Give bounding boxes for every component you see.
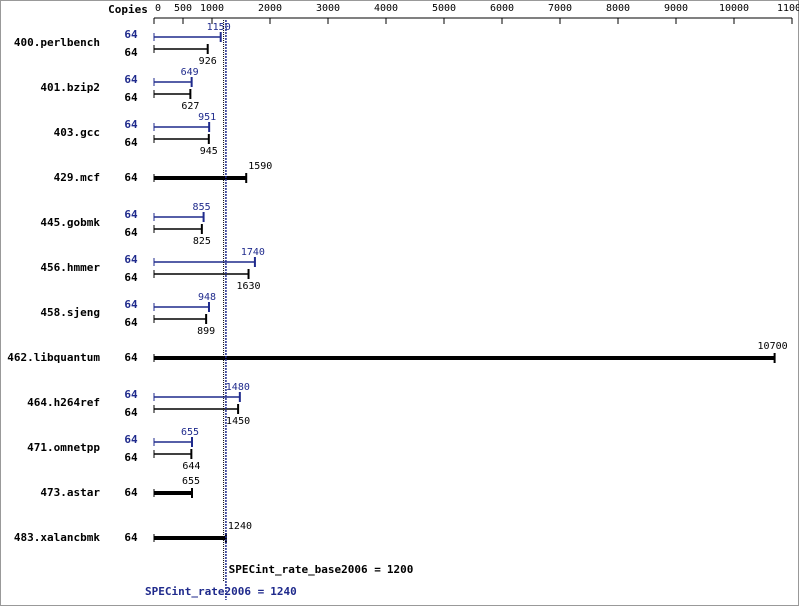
benchmark-label: 400.perlbench [14, 36, 100, 49]
x-tick-label: 8000 [606, 3, 630, 14]
metric-name: SPECint_rate_base2006 = [229, 563, 382, 576]
copies: 64 [124, 91, 138, 104]
x-tick-label: 7000 [548, 3, 572, 14]
benchmark-label: 462.libquantum [7, 351, 100, 364]
value-label: 926 [199, 56, 217, 67]
benchmark-label: 473.astar [40, 486, 100, 499]
x-tick-label: 0 [155, 3, 161, 14]
copies: 64 [124, 118, 138, 131]
copies: 64 [124, 73, 138, 86]
x-tick-label: 2000 [258, 3, 282, 14]
benchmark-label: 445.gobmk [40, 216, 100, 229]
x-tick-label: 5000 [432, 3, 456, 14]
x-tick-label: 500 [174, 3, 192, 14]
peak-metric-label: SPECint_rate2006 = 1240 [145, 585, 297, 598]
value-label: 1240 [228, 521, 252, 532]
copies: 64 [124, 316, 138, 329]
x-tick-label: 10000 [719, 3, 749, 14]
metric-name: SPECint_rate2006 = [145, 585, 265, 598]
benchmark-label: 471.omnetpp [27, 441, 100, 454]
benchmark-label: 403.gcc [54, 126, 100, 139]
copies: 64 [124, 406, 138, 419]
copies: 64 [124, 486, 138, 499]
value-label: 1450 [226, 416, 250, 427]
value-label: 945 [200, 146, 218, 157]
copies: 64 [124, 171, 138, 184]
copies: 64 [124, 433, 138, 446]
value-label: 948 [198, 292, 216, 303]
copies: 64 [124, 388, 138, 401]
metric-value: 1240 [270, 585, 297, 598]
copies: 64 [124, 271, 138, 284]
value-label: 649 [181, 67, 199, 78]
x-tick-label: 1000 [200, 3, 224, 14]
x-tick-label: 9000 [664, 3, 688, 14]
value-label: 899 [197, 326, 215, 337]
benchmark-label: 458.sjeng [40, 306, 100, 319]
x-tick-label: 11000 [777, 3, 799, 14]
benchmark-label: 456.hmmer [40, 261, 100, 274]
value-label: 655 [181, 427, 199, 438]
copies: 64 [124, 351, 138, 364]
value-label: 1480 [226, 382, 250, 393]
metric-value: 1200 [387, 563, 414, 576]
value-label: 1630 [236, 281, 260, 292]
benchmark-label: 483.xalancbmk [14, 531, 100, 544]
value-label: 1590 [248, 161, 272, 172]
benchmark-label: 464.h264ref [27, 396, 100, 409]
copies: 64 [124, 451, 138, 464]
value-label: 825 [193, 236, 211, 247]
x-tick-label: 6000 [490, 3, 514, 14]
base-metric-label: SPECint_rate_base2006 = 1200 [229, 563, 414, 576]
copies: 64 [124, 298, 138, 311]
copies: 64 [124, 226, 138, 239]
value-label: 10700 [758, 341, 788, 352]
value-label: 855 [193, 202, 211, 213]
copies: 64 [124, 253, 138, 266]
value-label: 627 [181, 101, 199, 112]
copies: 64 [124, 46, 138, 59]
value-label: 1740 [241, 247, 265, 258]
copies: 64 [124, 28, 138, 41]
copies: 64 [124, 208, 138, 221]
x-tick-label: 4000 [374, 3, 398, 14]
copies: 64 [124, 531, 138, 544]
x-tick-label: 3000 [316, 3, 340, 14]
value-label: 644 [182, 461, 200, 472]
benchmark-label: 401.bzip2 [40, 81, 100, 94]
copies: 64 [124, 136, 138, 149]
benchmark-label: 429.mcf [54, 171, 100, 184]
value-label: 951 [198, 112, 216, 123]
copies-header: Copies [108, 3, 148, 16]
value-label: 655 [182, 476, 200, 487]
value-label: 1150 [207, 22, 231, 33]
